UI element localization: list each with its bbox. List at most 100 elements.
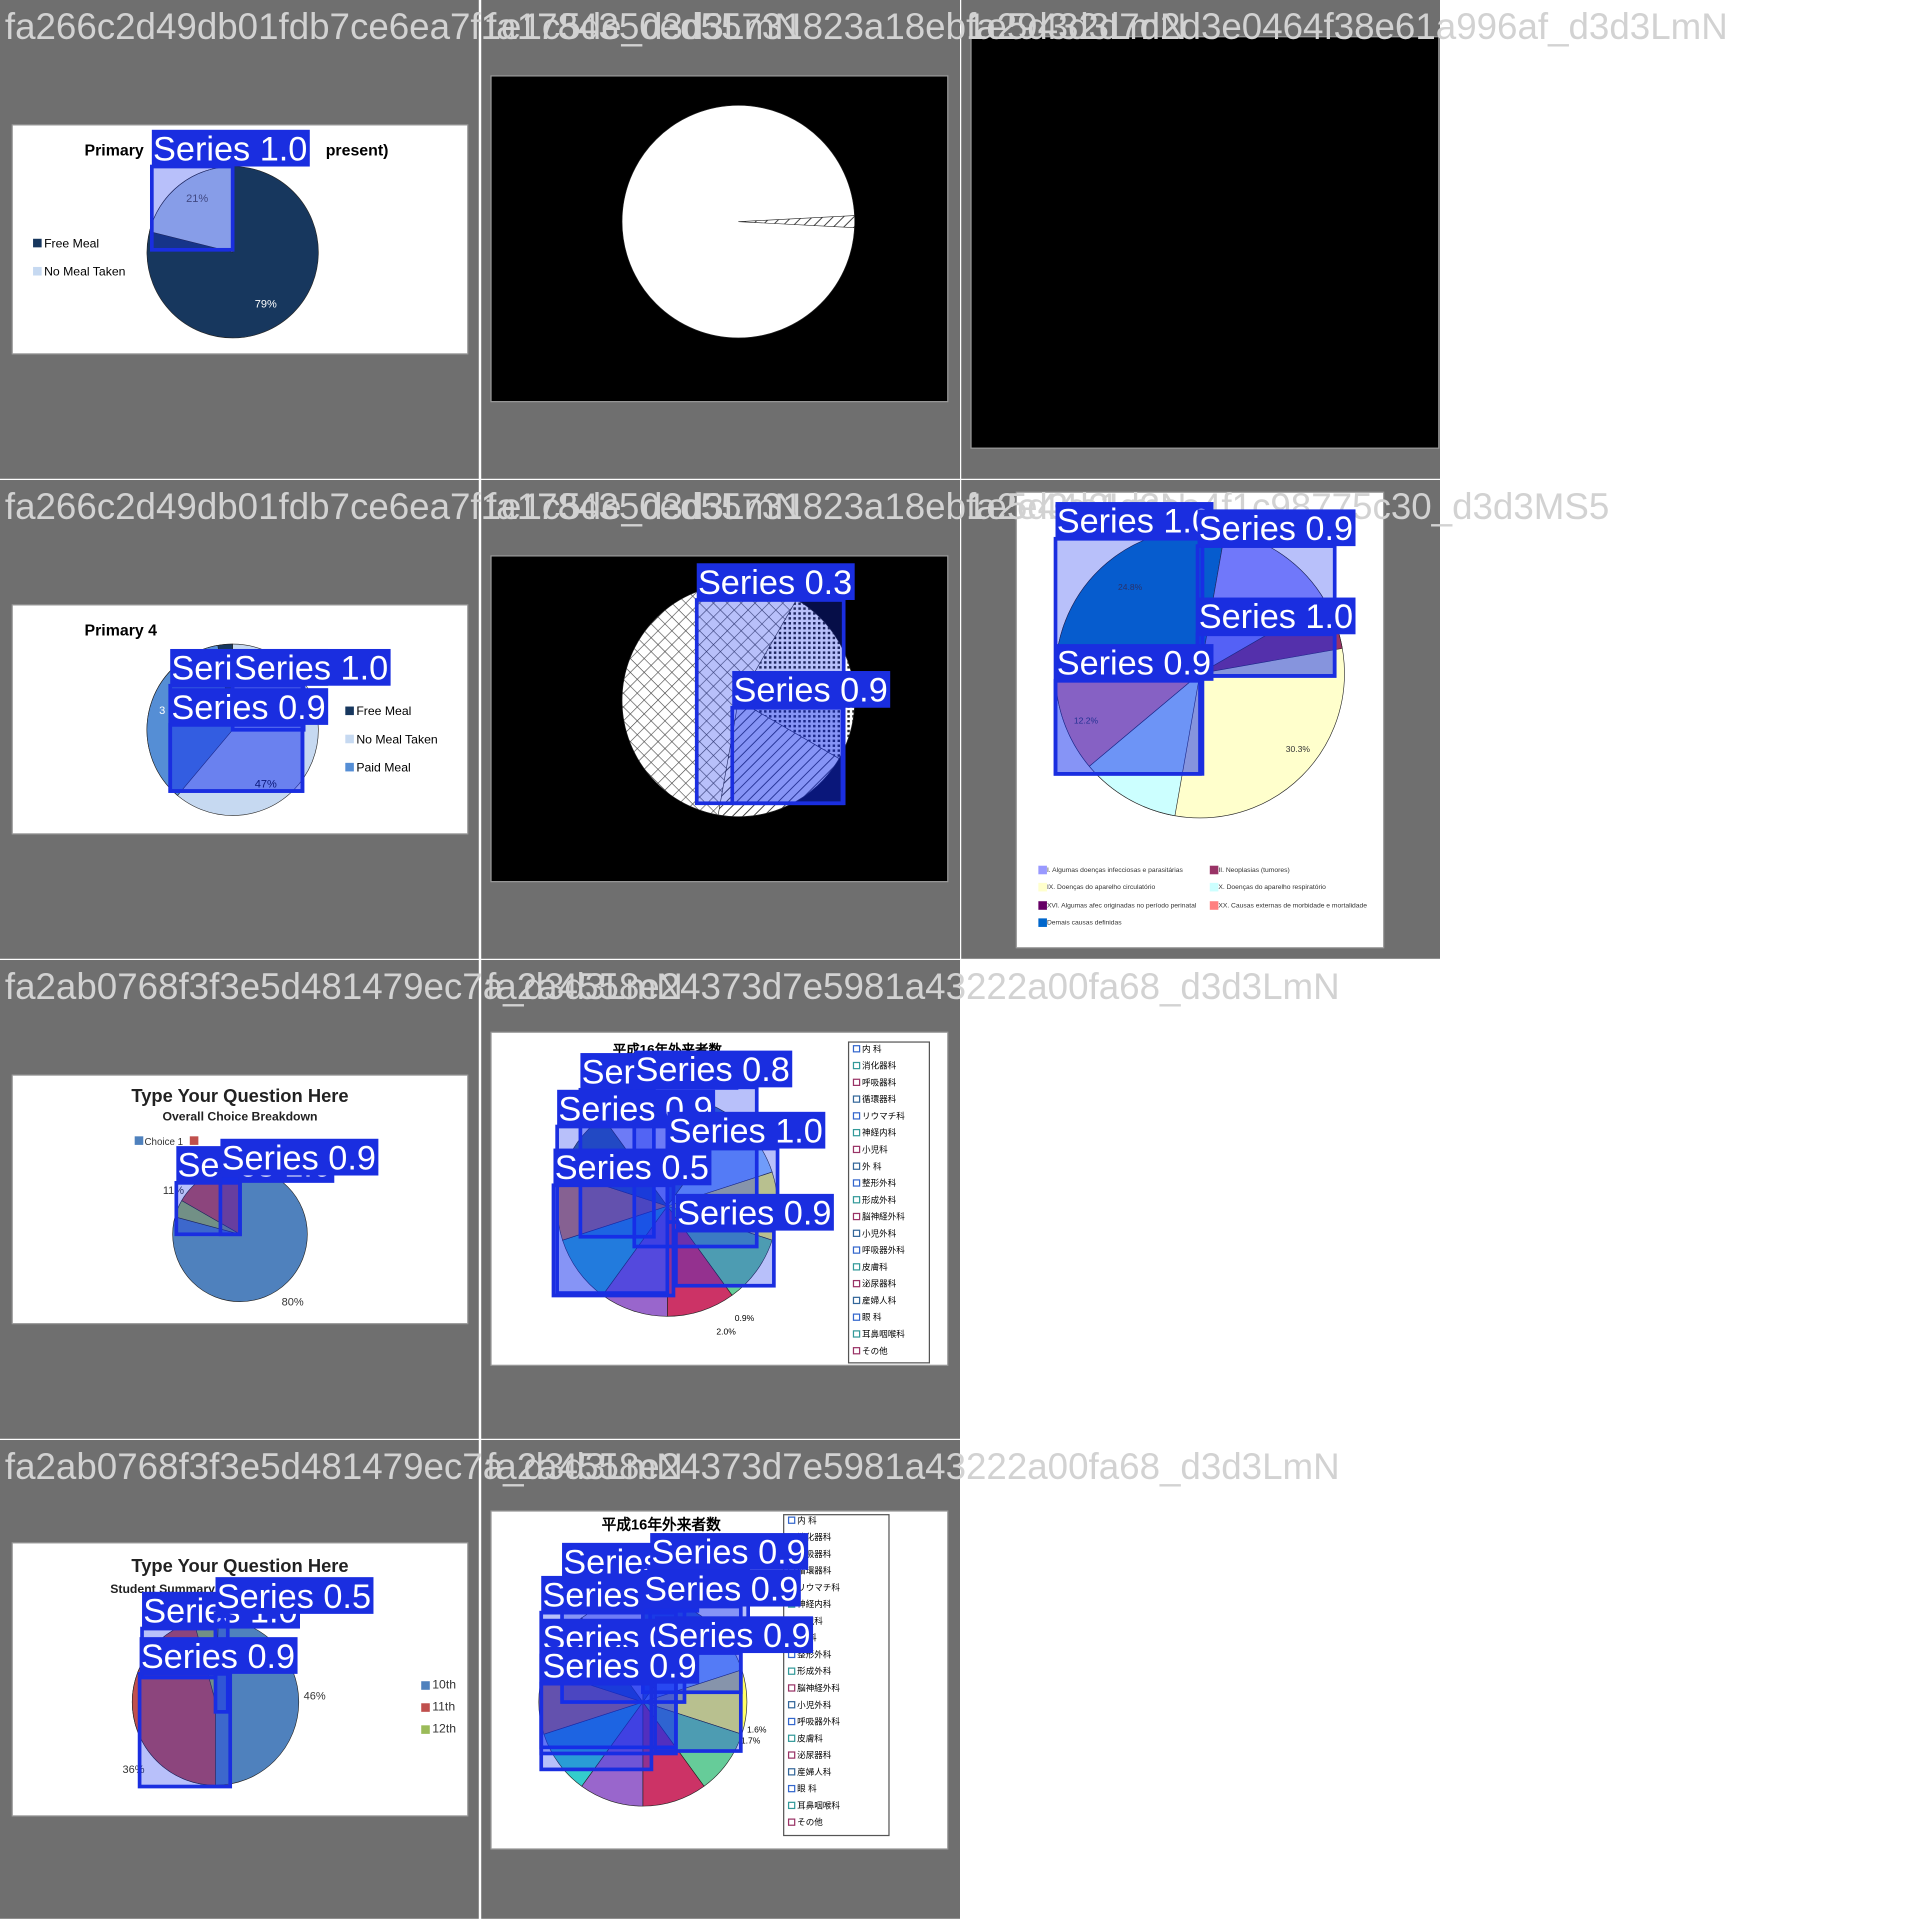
legend-box bbox=[783, 1514, 890, 1837]
label-text: Series 0.9 bbox=[1199, 510, 1353, 548]
detection-label: Series 0.9 bbox=[732, 671, 891, 710]
label-text: Series 0.9 bbox=[651, 1534, 805, 1572]
legend-swatch bbox=[1038, 901, 1047, 910]
legend-swatch bbox=[852, 1212, 861, 1221]
legend-label: 脳神経外科 bbox=[862, 1211, 905, 1222]
chart-text: 2.0% bbox=[716, 1327, 736, 1337]
legend-swatch bbox=[852, 1045, 861, 1053]
detection-box bbox=[1195, 632, 1337, 678]
legend-label: 皮膚科 bbox=[862, 1261, 888, 1272]
legend-swatch bbox=[852, 1296, 861, 1305]
legend-swatch bbox=[1209, 882, 1219, 892]
legend-swatch bbox=[787, 1751, 796, 1759]
label-background bbox=[232, 648, 391, 686]
label-text: Series 0.9 bbox=[644, 1570, 798, 1608]
filename: fa29432d7d2d3e0464f38e61a996af_d3d3LmN bbox=[966, 6, 1728, 47]
filename: fa1784350ed55731823a18eb1e5d3d3LmN bbox=[486, 6, 1186, 47]
detection-label: Series 0.3 bbox=[696, 563, 855, 602]
legend-label: 呼吸器科 bbox=[797, 1548, 832, 1559]
chart-text: 24.8% bbox=[1118, 582, 1143, 592]
legend-label: 産婦人科 bbox=[797, 1766, 832, 1777]
chart-text: Primary 4 bbox=[84, 623, 157, 640]
label-text: Series 0.9 bbox=[677, 1194, 831, 1232]
label-text: Series 1.0 bbox=[153, 130, 307, 168]
label-background bbox=[220, 1138, 379, 1176]
legend-label: 小児科 bbox=[862, 1143, 888, 1154]
filename: fa266c2d49db01fdb7ce6ea7f1e1c5de_d3d3LmN bbox=[5, 6, 801, 47]
label-background bbox=[553, 1148, 712, 1186]
chart-text: Choice 1 bbox=[144, 1137, 183, 1148]
legend-swatch bbox=[852, 1330, 861, 1338]
chart-text: XVI. Algumas afec originadas no período … bbox=[1047, 902, 1197, 909]
chart-text: 11th bbox=[432, 1700, 455, 1714]
chart-text: No Meal Taken bbox=[356, 732, 438, 746]
detection-box bbox=[730, 705, 845, 806]
legend-label: リウマチ科 bbox=[862, 1110, 905, 1121]
legend-swatch bbox=[1209, 901, 1219, 910]
label-text: Series 0.3 bbox=[698, 564, 852, 602]
chart-text: 46% bbox=[304, 1691, 326, 1703]
label-background bbox=[1055, 502, 1214, 539]
legend-swatch bbox=[1038, 882, 1047, 892]
detection-box bbox=[1053, 678, 1202, 776]
legend-label: 小児外科 bbox=[862, 1227, 897, 1238]
legend-swatch bbox=[852, 1078, 861, 1087]
legend-swatch bbox=[787, 1784, 796, 1793]
filename: fa2a4558e24373d7e5981a43222a00fa68_d3d3L… bbox=[486, 1446, 1340, 1487]
legend-label: 循環器科 bbox=[797, 1565, 832, 1576]
detection-box bbox=[137, 1672, 233, 1789]
legend-label: 神経内科 bbox=[797, 1598, 832, 1609]
chart-text: 平成16年外来者数 bbox=[602, 1515, 721, 1533]
legend-label: 形成外科 bbox=[797, 1665, 832, 1676]
label-background bbox=[675, 1193, 834, 1231]
detection-label: Series 1.0 bbox=[232, 648, 391, 688]
chart-text: II. Neoplasias (tumores) bbox=[1218, 867, 1289, 874]
detection-box bbox=[674, 1228, 776, 1288]
label-text: Series 0.9 bbox=[542, 1648, 696, 1686]
chart-text: 79% bbox=[255, 298, 277, 310]
tile bbox=[481, 480, 960, 959]
label-background bbox=[215, 1577, 374, 1614]
label-background bbox=[732, 671, 891, 708]
legend-label: 呼吸器外科 bbox=[797, 1716, 840, 1727]
detection-box bbox=[168, 723, 305, 793]
chart-thumbnail bbox=[970, 36, 1440, 449]
label-text: Series 1.0 bbox=[1057, 503, 1211, 541]
legend-swatch bbox=[852, 1313, 861, 1321]
legend-label: 耳鼻咽喉科 bbox=[862, 1328, 905, 1339]
chart-text: 12th bbox=[432, 1722, 456, 1736]
label-background bbox=[667, 1111, 826, 1149]
chart-text: 1.7% bbox=[741, 1736, 761, 1746]
label-background bbox=[1055, 644, 1214, 681]
chart-text: Free Meal bbox=[356, 704, 411, 718]
chart-text: Paid Meal bbox=[356, 760, 410, 774]
legend-swatch bbox=[852, 1196, 861, 1204]
chart-text: 47% bbox=[255, 778, 277, 790]
label-text: Series 0.9 bbox=[222, 1139, 376, 1177]
legend-box bbox=[847, 1041, 930, 1364]
legend-swatch bbox=[787, 1667, 796, 1675]
pie-slice bbox=[738, 215, 856, 229]
chart-text: 10th bbox=[432, 1678, 456, 1692]
legend-label: 内 科 bbox=[797, 1514, 817, 1525]
legend-label: 外 科 bbox=[862, 1160, 882, 1171]
detection-label: Series 0.9 bbox=[220, 1138, 379, 1177]
detection-label: Series 1.0 bbox=[667, 1111, 826, 1150]
tile: Primary present) Free Meal No Meal Taken 21%… bbox=[0, 0, 479, 479]
detection-label: Series 0.9 bbox=[139, 1637, 298, 1676]
legend-label: 整形外科 bbox=[797, 1648, 832, 1659]
legend-label: 眼 科 bbox=[862, 1311, 882, 1322]
label-text: Series 0.9 bbox=[733, 672, 887, 710]
label-background bbox=[634, 1050, 793, 1088]
legend-swatch bbox=[345, 734, 354, 744]
detection-box bbox=[150, 164, 235, 252]
legend-swatch bbox=[33, 266, 42, 276]
detection-box bbox=[218, 1173, 242, 1237]
label-background bbox=[151, 129, 310, 167]
legend-swatch bbox=[852, 1179, 861, 1187]
detection-label: Series 0.9 bbox=[1197, 509, 1356, 548]
legend-label: 泌尿器科 bbox=[862, 1278, 897, 1289]
label-text: Series 0.9 bbox=[1057, 645, 1211, 683]
legend-swatch bbox=[421, 1725, 430, 1734]
